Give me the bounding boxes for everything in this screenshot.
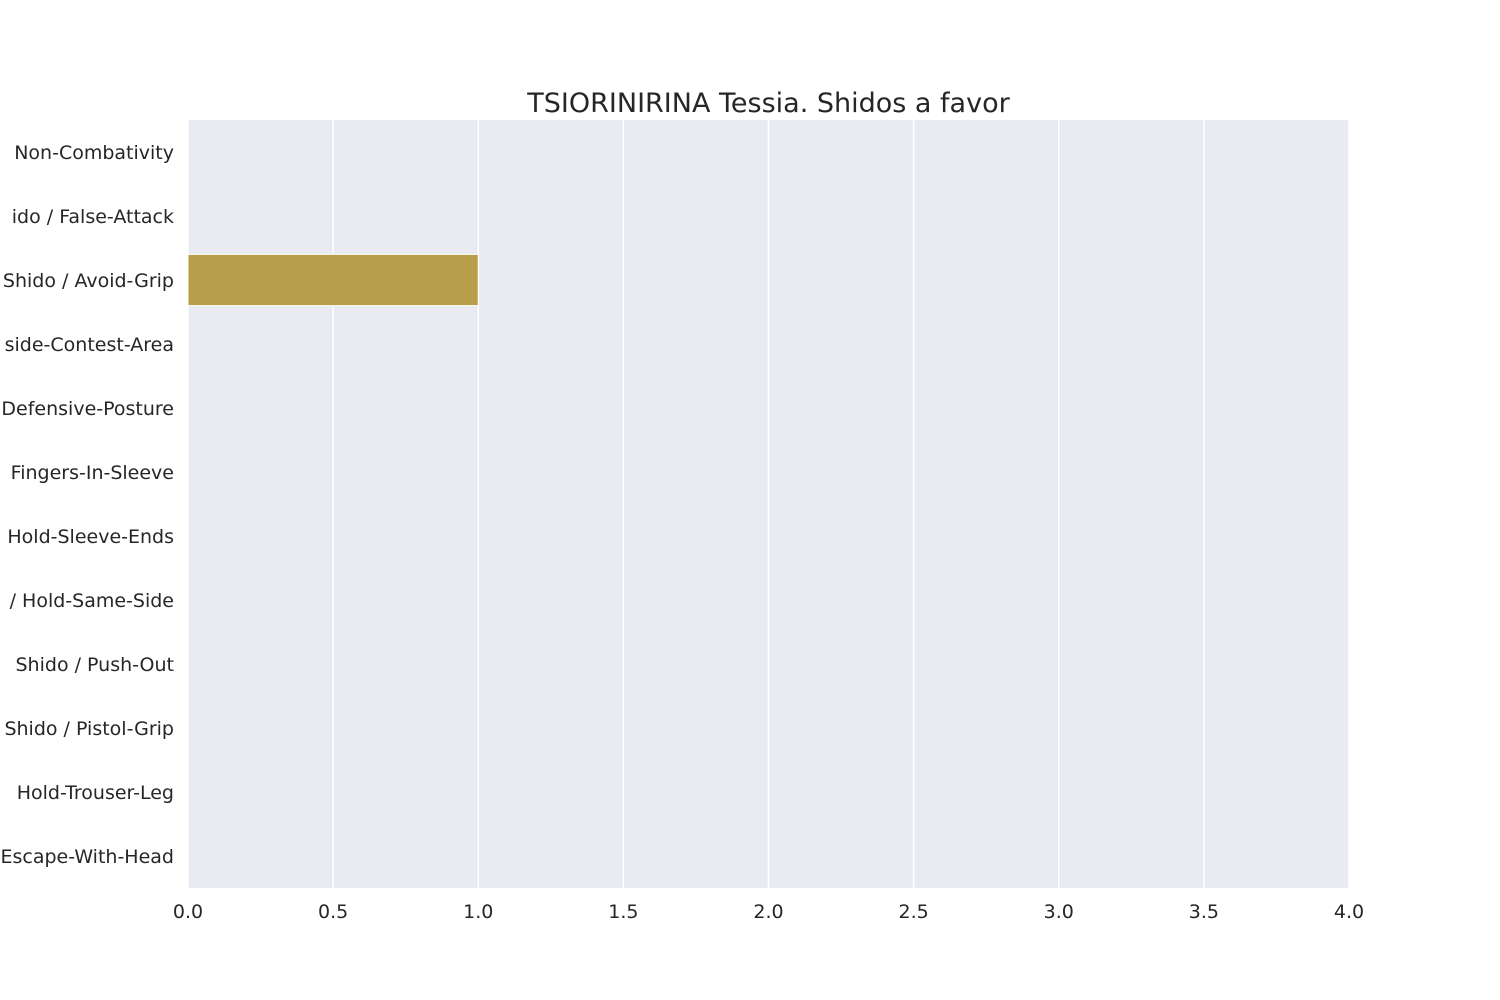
grid-lines — [187, 120, 1350, 888]
x-tick-label: 3.0 — [1044, 901, 1074, 923]
y-tick-label: Fingers-In-Sleeve — [11, 462, 174, 484]
y-tick-label: Hold-Sleeve-Ends — [7, 526, 174, 548]
y-axis-tick-labels: Non-Combativity ido / False-Attack Shido /… — [0, 142, 174, 868]
x-tick-label: 3.5 — [1189, 901, 1219, 923]
y-tick-label: / Hold-Same-Side — [10, 590, 174, 612]
y-tick-label: Escape-With-Head — [0, 846, 174, 868]
x-tick-label: 2.5 — [899, 901, 929, 923]
x-tick-label: 2.0 — [753, 901, 783, 923]
x-tick-label: 1.0 — [463, 901, 493, 923]
x-tick-label: 0.5 — [318, 901, 348, 923]
y-tick-label: Defensive-Posture — [1, 398, 174, 420]
x-tick-label: 0.0 — [173, 901, 203, 923]
x-axis-tick-labels: 0.0 0.5 1.0 1.5 2.0 2.5 3.0 3.5 4.0 — [173, 901, 1364, 923]
y-tick-label: ido / False-Attack — [12, 206, 174, 228]
chart-title: TSIORINIRINA Tessia. Shidos a favor — [526, 88, 1010, 119]
y-tick-label: Hold-Trouser-Leg — [17, 782, 174, 804]
y-tick-label: side-Contest-Area — [5, 334, 174, 356]
y-tick-label: Shido / Push-Out — [16, 654, 175, 676]
bars — [187, 253, 479, 307]
y-tick-label: Shido / Avoid-Grip — [3, 270, 174, 292]
bar — [187, 253, 479, 307]
y-tick-label: Non-Combativity — [14, 142, 174, 164]
x-tick-label: 4.0 — [1334, 901, 1364, 923]
x-tick-label: 1.5 — [608, 901, 638, 923]
y-tick-label: Shido / Pistol-Grip — [4, 718, 174, 740]
